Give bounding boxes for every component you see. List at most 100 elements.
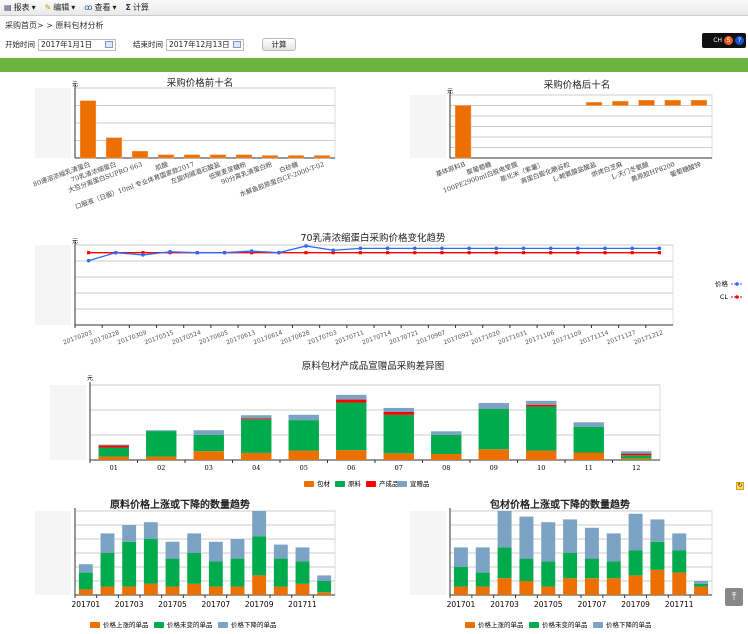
- bar-segment: [497, 578, 512, 595]
- bar-segment: [478, 449, 509, 460]
- bar-segment: [241, 419, 272, 453]
- bar-segment: [208, 586, 223, 595]
- x-tick-label: 20171020: [470, 329, 501, 346]
- chart-title: 包材价格上涨或下降的数量趋势: [490, 498, 630, 511]
- data-point: [141, 253, 145, 257]
- bar: [313, 155, 331, 159]
- bar: [690, 100, 708, 106]
- x-tick-label: 20170711: [334, 329, 365, 346]
- bar-segment: [288, 414, 319, 421]
- x-tick-label: 20171031: [497, 329, 528, 346]
- legend-label: 包材: [317, 479, 331, 488]
- bar-segment: [453, 586, 468, 595]
- bar-segment: [146, 431, 177, 457]
- data-point: [576, 251, 580, 255]
- bar-segment: [431, 431, 462, 435]
- data-point: [113, 250, 118, 255]
- bar: [131, 150, 149, 159]
- legend-label: 产成品: [379, 479, 399, 488]
- ime-toolbar[interactable]: CH S?: [702, 33, 746, 48]
- refresh-icon[interactable]: ↻: [736, 482, 744, 490]
- bar-segment: [475, 586, 490, 595]
- calendar-icon[interactable]: [105, 41, 113, 48]
- data-point: [249, 249, 254, 253]
- bar: [287, 155, 305, 159]
- breadcrumb[interactable]: 采购首页> > 原料包材分析: [5, 21, 104, 30]
- bar-segment: [621, 451, 652, 454]
- x-tick-label: 201701: [72, 600, 101, 609]
- x-tick-label: 201705: [534, 600, 563, 609]
- bar-segment: [288, 420, 319, 451]
- bar-segment: [694, 581, 709, 584]
- dropdown-icon: ▾: [31, 3, 36, 12]
- series-line-0: [88, 245, 660, 262]
- back-to-top-button[interactable]: ⤒: [725, 588, 743, 606]
- bar-segment: [146, 456, 177, 460]
- pencil-icon: ✎: [44, 3, 52, 12]
- data-point: [467, 246, 471, 251]
- legend-swatch: [366, 481, 376, 487]
- calc-button[interactable]: 计算: [262, 38, 296, 51]
- bar-segment: [584, 558, 599, 579]
- legend-label: 价格下降的单品: [606, 620, 652, 629]
- bar: [454, 105, 472, 159]
- data-point: [385, 251, 390, 255]
- x-tick-label: 20170921: [443, 329, 474, 346]
- report-label: 报表: [13, 3, 30, 12]
- calendar-icon[interactable]: [233, 41, 241, 48]
- bar-segment: [193, 451, 224, 460]
- x-tick-label: 20170703: [307, 329, 338, 346]
- bar: [157, 154, 175, 159]
- edit-label: 编辑: [53, 3, 70, 12]
- legend-label: 价格上涨的单品: [478, 620, 524, 629]
- bar-segment: [563, 553, 578, 579]
- toolbar: ▤ 报表 ▾ ✎ 编辑 ▾ ꝏ 查看 ▾ Σ 计算: [0, 0, 748, 16]
- bar: [105, 137, 123, 159]
- view-menu[interactable]: ꝏ 查看 ▾: [84, 2, 116, 13]
- bar-segment: [650, 519, 665, 542]
- data-point: [86, 251, 91, 255]
- x-tick-label: 20171127: [606, 329, 637, 346]
- bar-segment: [230, 539, 245, 559]
- x-tick-label: 20170524: [171, 329, 202, 346]
- bar-segment: [383, 453, 414, 460]
- legend-label: 价格未变的单品: [167, 620, 213, 629]
- bar-segment: [584, 578, 599, 595]
- data-point: [467, 251, 471, 255]
- bar-segment: [475, 547, 490, 573]
- x-tick-label: 20171212: [633, 329, 664, 346]
- data-point: [358, 251, 363, 255]
- report-menu[interactable]: ▤ 报表 ▾: [4, 2, 36, 13]
- x-tick-label: 基体原料B: [434, 159, 466, 178]
- data-point: [440, 251, 444, 255]
- start-date-input[interactable]: 2017年1月1日: [38, 38, 116, 51]
- bar-segment: [606, 561, 621, 579]
- arrow-up-icon: ⤒: [731, 590, 737, 603]
- x-tick-label: 201711: [665, 600, 694, 609]
- bar-segment: [573, 452, 604, 460]
- end-date-input[interactable]: 2017年12月13日: [166, 38, 244, 51]
- legend-swatch: [335, 481, 345, 487]
- bar-segment: [621, 455, 652, 459]
- data-point: [385, 246, 390, 251]
- data-point: [440, 246, 444, 251]
- y-unit-label: 元: [447, 88, 453, 95]
- x-tick-label: 肌酸: [154, 159, 170, 172]
- bar-segment: [193, 430, 224, 435]
- bar-segment: [628, 575, 643, 595]
- data-point: [86, 258, 91, 263]
- legend-marker: [735, 282, 739, 286]
- binoculars-icon: ꝏ: [84, 3, 93, 12]
- x-tick-label: 20170613: [225, 329, 256, 346]
- calc-menu[interactable]: Σ 计算: [125, 2, 148, 13]
- bar: [183, 154, 201, 159]
- dropdown-icon: ▾: [71, 3, 76, 12]
- edit-menu[interactable]: ✎ 编辑 ▾: [45, 2, 76, 13]
- x-tick-label: 02: [157, 464, 165, 472]
- data-point: [195, 250, 200, 255]
- bar-segment: [165, 558, 180, 587]
- bar-segment: [187, 583, 202, 595]
- x-tick-label: 09: [490, 464, 498, 472]
